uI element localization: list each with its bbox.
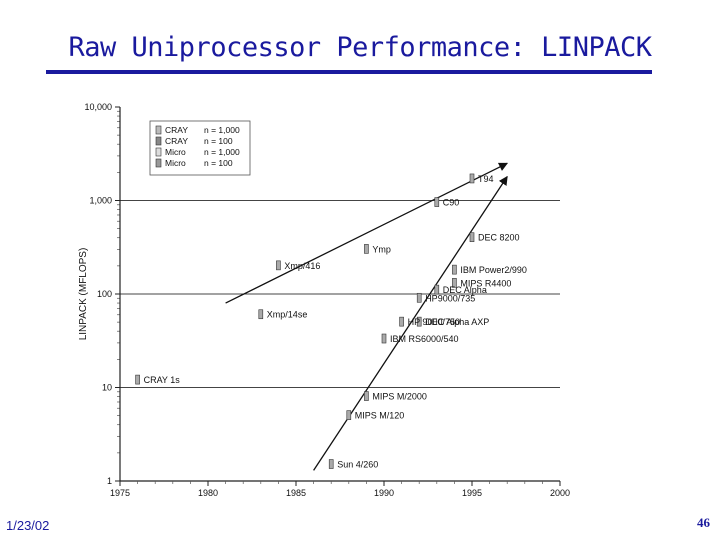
x-tick-label: 1985 xyxy=(286,488,306,498)
legend-label: CRAY xyxy=(165,136,188,146)
legend-value: n = 100 xyxy=(204,158,233,168)
data-point xyxy=(346,410,352,420)
x-tick-label: 1975 xyxy=(110,488,130,498)
legend-value: n = 1,000 xyxy=(204,125,240,135)
legend-swatch xyxy=(155,136,162,146)
trend-line xyxy=(225,162,509,304)
data-label: DEC 8200 xyxy=(478,233,520,243)
data-label: CRAY 1s xyxy=(144,375,181,385)
legend-value: n = 100 xyxy=(204,136,233,146)
data-label: Xmp/416 xyxy=(284,261,320,271)
data-point xyxy=(276,260,281,271)
y-tick-label: 10 xyxy=(102,383,112,393)
data-point xyxy=(434,284,440,295)
data-label: Ymp xyxy=(372,244,391,254)
data-point xyxy=(452,264,457,275)
data-label: MIPS M/2000 xyxy=(372,392,427,402)
data-point xyxy=(135,374,140,385)
legend-label: CRAY xyxy=(165,125,188,135)
data-label: C90 xyxy=(443,198,460,208)
data-point xyxy=(328,459,334,469)
legend-value: n = 1,000 xyxy=(204,147,240,157)
data-label: DEC Alpha AXP xyxy=(425,317,489,327)
title-underline xyxy=(46,70,652,74)
data-point xyxy=(416,292,422,303)
data-point xyxy=(469,232,475,243)
legend-swatch xyxy=(155,158,162,168)
data-point xyxy=(364,244,369,254)
legend-label: Micro xyxy=(165,147,186,157)
data-point xyxy=(416,316,422,327)
data-label: HP9000/735 xyxy=(425,293,475,303)
data-point xyxy=(452,278,457,288)
data-label: T94 xyxy=(478,174,494,184)
data-point xyxy=(469,173,475,184)
data-point xyxy=(434,197,440,207)
data-label: Sun 4/260 xyxy=(337,460,378,470)
data-label: HP 9000/750 xyxy=(408,317,460,327)
footer-date: 1/23/02 xyxy=(6,518,50,533)
y-tick-label: 1,000 xyxy=(89,196,112,206)
legend-box xyxy=(149,120,251,176)
legend-label: Micro xyxy=(165,158,186,168)
y-tick-label: 100 xyxy=(97,289,112,299)
data-point xyxy=(364,391,369,401)
x-tick-label: 1990 xyxy=(374,488,394,498)
data-label: IBM RS6000/540 xyxy=(390,334,459,344)
page-number: 46 xyxy=(697,515,710,530)
y-tick-label: 1 xyxy=(107,476,112,486)
data-label: Xmp/14se xyxy=(267,310,308,320)
x-tick-label: 1995 xyxy=(462,488,482,498)
data-point xyxy=(399,316,404,327)
linpack-chart: 1 10 100 1,000 10,000 1975 1980 1985 1990 1995 200… xyxy=(78,102,570,498)
data-label: DEC Alpha xyxy=(443,285,487,295)
y-tick-label: 10,000 xyxy=(84,102,112,112)
data-label: IBM Power2/990 xyxy=(460,265,527,275)
data-point xyxy=(258,309,264,320)
x-tick-label: 2000 xyxy=(550,488,570,498)
slide-title: Raw Uniprocessor Performance: LINPACK xyxy=(68,32,652,63)
data-label: MIPS M/120 xyxy=(355,411,405,421)
legend-swatch xyxy=(155,125,162,135)
data-point xyxy=(381,333,387,344)
trend-line xyxy=(313,175,508,471)
data-label: MIPS R4400 xyxy=(460,278,511,288)
x-tick-label: 1980 xyxy=(198,488,218,498)
y-axis-label: LINPACK (MFLOPS) xyxy=(78,248,89,341)
legend-swatch xyxy=(155,147,162,157)
